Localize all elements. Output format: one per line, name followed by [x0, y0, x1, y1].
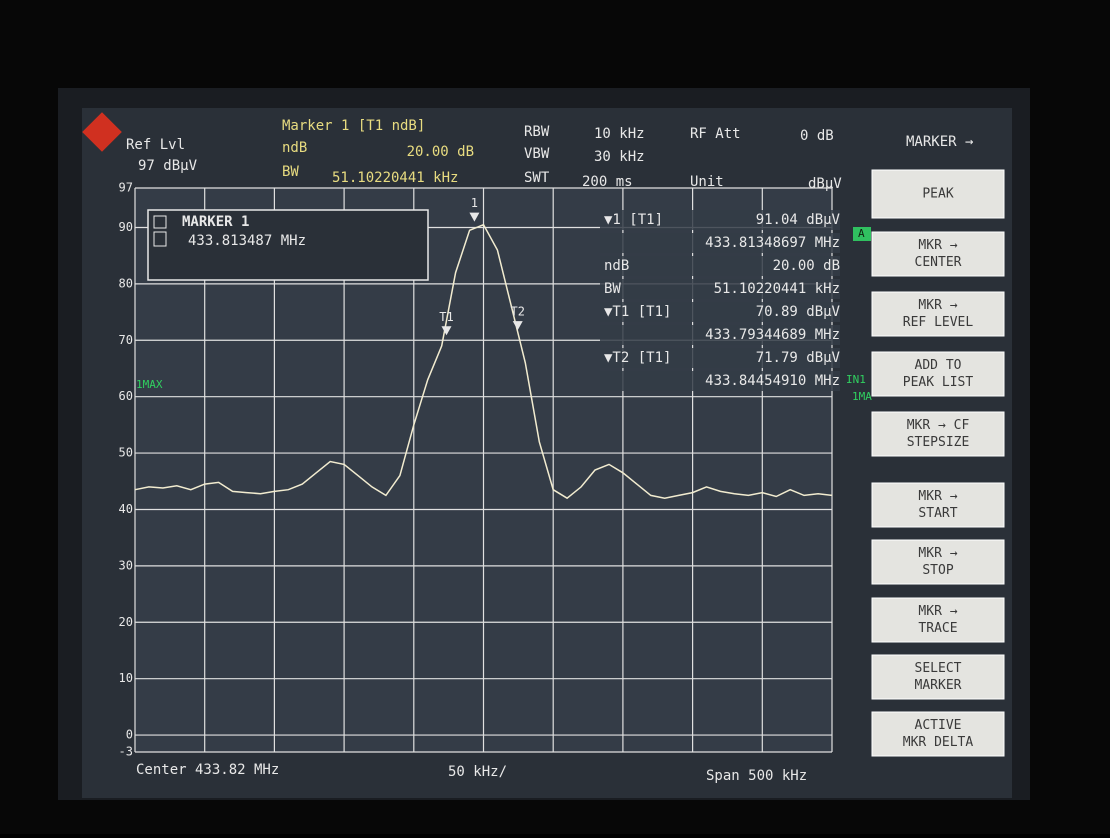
- marker-row-value: 433.84454910 MHz: [705, 373, 840, 389]
- marker-row-value: 433.81348697 MHz: [705, 235, 840, 251]
- softkey-label: PEAK LIST: [903, 375, 974, 390]
- softkey-label: ADD TO: [915, 358, 962, 373]
- y-tick-label: 10: [119, 671, 133, 685]
- marker-row-value: 20.00 dB: [773, 258, 840, 274]
- ndb-label: ndB: [282, 140, 307, 156]
- vbw-label: VBW: [524, 146, 550, 162]
- softkey-label: PEAK: [922, 187, 953, 202]
- softkey-label: TRACE: [918, 621, 957, 636]
- footer-span: Span 500 kHz: [706, 768, 807, 784]
- marker-box-value: 433.813487 MHz: [188, 233, 306, 249]
- y-tick-label: 97: [119, 181, 133, 195]
- screen-photo: Ref Lvl 97 dBµV Marker 1 [T1 ndB] ndB 20…: [0, 0, 1110, 834]
- softkey-label: MKR →: [918, 238, 957, 253]
- vbw-value: 30 kHz: [594, 149, 645, 165]
- softkey-label: STOP: [922, 563, 953, 578]
- y-tick-label: 20: [119, 615, 133, 629]
- softkey-label: MKR DELTA: [903, 735, 974, 750]
- swt-label: SWT: [524, 170, 550, 186]
- marker-label: T1: [439, 310, 453, 324]
- softkey-label: MKR →: [918, 489, 957, 504]
- y-tick-label: 40: [119, 502, 133, 516]
- softkey-label: REF LEVEL: [903, 315, 974, 330]
- marker-row-label: ▼T2 [T1]: [604, 350, 671, 366]
- marker-row-label: BW: [604, 281, 621, 297]
- marker-label: T2: [510, 305, 524, 319]
- y-tick-label: 60: [119, 389, 133, 403]
- footer-center: Center 433.82 MHz: [136, 762, 279, 778]
- ref-value: 97 dBµV: [138, 158, 198, 174]
- y-tick-label: 50: [119, 446, 133, 460]
- marker-row-value: 51.10220441 kHz: [714, 281, 840, 297]
- footer-div: 50 kHz/: [448, 764, 507, 780]
- marker-box-title: MARKER 1: [182, 214, 249, 230]
- softkey-label: MKR →: [918, 298, 957, 313]
- marker-row-value: 91.04 dBµV: [756, 212, 841, 228]
- softkey-label: MKR → CF: [907, 418, 970, 433]
- softkey-label: SELECT: [915, 661, 962, 676]
- ref-lvl: Ref Lvl: [126, 137, 185, 153]
- softkey-label: MKR →: [918, 546, 957, 561]
- softkey-label: CENTER: [915, 255, 962, 270]
- bw-label: BW: [282, 164, 299, 180]
- softkey-label: MKR →: [918, 604, 957, 619]
- ndb-value: 20.00 dB: [407, 144, 474, 160]
- rf-att-value: 0 dB: [800, 128, 834, 144]
- marker-row-label: ndB: [604, 258, 629, 274]
- a-label: A: [858, 227, 865, 240]
- rbw-value: 10 kHz: [594, 126, 645, 142]
- softkey-title: MARKER →: [906, 134, 973, 150]
- y-tick-label: 30: [119, 558, 133, 572]
- y-tick-label: 90: [119, 220, 133, 234]
- marker-row-label: ▼1 [T1]: [604, 212, 663, 228]
- rf-att-label: RF Att: [690, 126, 741, 142]
- softkey-label: ACTIVE: [915, 718, 962, 733]
- softkey-label: STEPSIZE: [907, 435, 970, 450]
- marker-title: Marker 1 [T1 ndB]: [282, 118, 425, 134]
- softkey-label: START: [918, 506, 957, 521]
- trace-label: 1MAX: [136, 378, 163, 391]
- rbw-label: RBW: [524, 124, 550, 140]
- marker-row-label: ▼T1 [T1]: [604, 304, 671, 320]
- unit-value: dBµV: [808, 176, 842, 192]
- softkey-label: MARKER: [915, 678, 962, 693]
- ma-label: 1MA: [852, 390, 872, 403]
- y-tick-label: -3: [119, 745, 133, 759]
- marker-row-value: 70.89 dBµV: [756, 304, 841, 320]
- bw-value: 51.10220441 kHz: [332, 170, 458, 186]
- y-tick-label: 70: [119, 333, 133, 347]
- y-tick-label: 80: [119, 276, 133, 290]
- marker-label: 1: [471, 196, 478, 210]
- marker-row-value: 71.79 dBµV: [756, 350, 841, 366]
- in1-label: IN1: [846, 373, 866, 386]
- marker-row-value: 433.79344689 MHz: [705, 327, 840, 343]
- y-tick-label: 0: [126, 728, 133, 742]
